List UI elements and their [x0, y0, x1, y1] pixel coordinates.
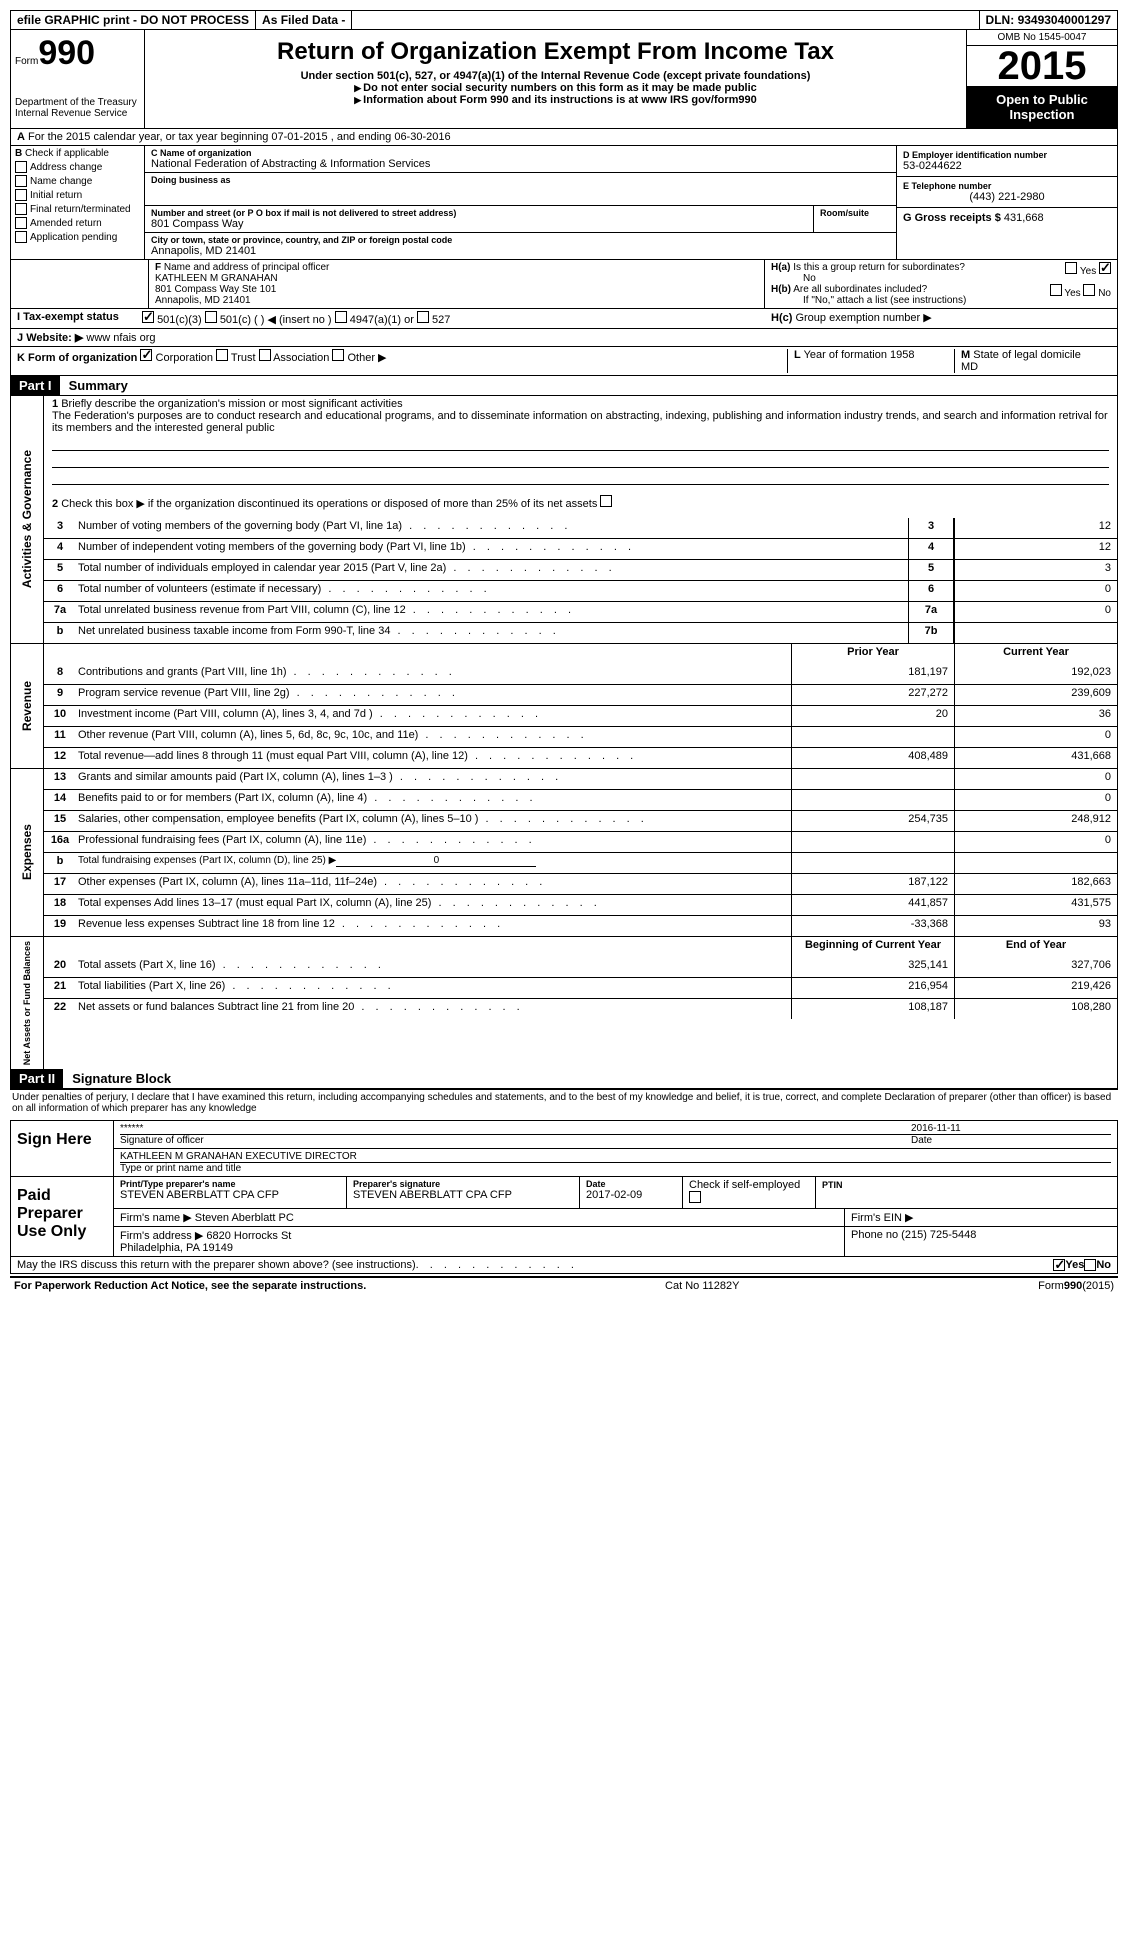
- chk-other[interactable]: [332, 349, 344, 361]
- side-revenue: Revenue: [18, 677, 36, 735]
- part1-netassets: Net Assets or Fund Balances Beginning of…: [11, 937, 1117, 1069]
- year-cell: OMB No 1545-0047 2015 Open to Public Ins…: [966, 30, 1117, 128]
- section-j: J Website: ▶ www nfais org: [11, 329, 1117, 347]
- right-column-deg: D Employer identification number 53-0244…: [896, 146, 1117, 259]
- note-1: Do not enter social security numbers on …: [363, 82, 757, 94]
- asfiled-label: As Filed Data -: [256, 11, 352, 29]
- part1-revenue: Revenue Prior Year Current Year 8Contrib…: [11, 644, 1117, 769]
- chk-4947[interactable]: [335, 311, 347, 323]
- chk-final[interactable]: [15, 203, 27, 215]
- side-expenses: Expenses: [18, 820, 36, 884]
- section-a: A For the 2015 calendar year, or tax yea…: [11, 129, 1117, 146]
- ha-no[interactable]: [1099, 262, 1111, 274]
- section-bcdefg: B Check if applicable Address change Nam…: [11, 146, 1117, 260]
- form-title: Return of Organization Exempt From Incom…: [153, 38, 958, 66]
- irs-yes[interactable]: [1053, 1259, 1065, 1271]
- chk-self-employed[interactable]: [689, 1191, 701, 1203]
- chk-527[interactable]: [417, 311, 429, 323]
- dept-line-2: Internal Revenue Service: [15, 108, 140, 119]
- part2-header: Part II Signature Block: [11, 1069, 1117, 1089]
- officer-addr: 801 Compass Way Ste 101: [155, 284, 758, 295]
- chk-assoc[interactable]: [259, 349, 271, 361]
- org-name: National Federation of Abstracting & Inf…: [151, 158, 890, 170]
- irs-no[interactable]: [1084, 1259, 1096, 1271]
- chk-address[interactable]: [15, 161, 27, 173]
- form-subtitle: Under section 501(c), 527, or 4947(a)(1)…: [153, 70, 958, 82]
- section-fh: F Name and address of principal officer …: [11, 260, 1117, 309]
- chk-corp[interactable]: [140, 349, 152, 361]
- part1-expenses: Expenses 13Grants and similar amounts pa…: [11, 769, 1117, 937]
- section-c: C Name of organization National Federati…: [145, 146, 896, 259]
- chk-501c[interactable]: [205, 311, 217, 323]
- gross-receipts: 431,668: [1004, 212, 1044, 224]
- signature-block: Sign Here ******Signature of officer 201…: [10, 1120, 1118, 1274]
- part1-governance: Activities & Governance 1 Briefly descri…: [11, 396, 1117, 644]
- chk-pending[interactable]: [15, 231, 27, 243]
- mission-text: The Federation's purposes are to conduct…: [52, 410, 1108, 434]
- open-inspection: Open to Public Inspection: [967, 86, 1117, 128]
- note-2: Information about Form 990 and its instr…: [363, 94, 757, 106]
- section-b: B Check if applicable Address change Nam…: [11, 146, 145, 259]
- chk-initial[interactable]: [15, 189, 27, 201]
- org-street: 801 Compass Way: [151, 218, 807, 230]
- form-number-cell: Form990 Department of the Treasury Inter…: [11, 30, 145, 128]
- side-governance: Activities & Governance: [18, 446, 36, 592]
- hb-no[interactable]: [1083, 284, 1095, 296]
- topbar: efile GRAPHIC print - DO NOT PROCESS As …: [11, 11, 1117, 30]
- title-cell: Return of Organization Exempt From Incom…: [145, 30, 966, 128]
- sign-here-label: Sign Here: [11, 1121, 114, 1176]
- officer-name: KATHLEEN M GRANAHAN: [155, 273, 758, 284]
- hb-yes[interactable]: [1050, 284, 1062, 296]
- chk-discontinued[interactable]: [600, 495, 612, 507]
- chk-amended[interactable]: [15, 217, 27, 229]
- section-klm: K Form of organization Corporation Trust…: [11, 347, 1117, 376]
- efile-label: efile GRAPHIC print - DO NOT PROCESS: [11, 11, 256, 29]
- chk-trust[interactable]: [216, 349, 228, 361]
- header-row: Form990 Department of the Treasury Inter…: [11, 30, 1117, 129]
- officer-city: Annapolis, MD 21401: [155, 295, 758, 306]
- dln: DLN: 93493040001297: [979, 11, 1117, 29]
- chk-501c3[interactable]: [142, 311, 154, 323]
- tax-year: 2015: [967, 46, 1117, 86]
- paid-preparer-label: Paid Preparer Use Only: [11, 1177, 114, 1256]
- org-city: Annapolis, MD 21401: [151, 245, 890, 257]
- ein: 53-0244622: [903, 160, 1111, 172]
- section-i: I Tax-exempt status 501(c)(3) 501(c) ( )…: [11, 309, 1117, 329]
- form-990-container: efile GRAPHIC print - DO NOT PROCESS As …: [10, 10, 1118, 1090]
- footer: For Paperwork Reduction Act Notice, see …: [10, 1276, 1118, 1294]
- dept-line-1: Department of the Treasury: [15, 97, 140, 108]
- part1-header: Part I Summary: [11, 376, 1117, 396]
- ha-yes[interactable]: [1065, 262, 1077, 274]
- phone: (443) 221-2980: [903, 191, 1111, 203]
- perjury-declaration: Under penalties of perjury, I declare th…: [10, 1090, 1118, 1116]
- chk-name[interactable]: [15, 175, 27, 187]
- side-netassets: Net Assets or Fund Balances: [20, 937, 34, 1069]
